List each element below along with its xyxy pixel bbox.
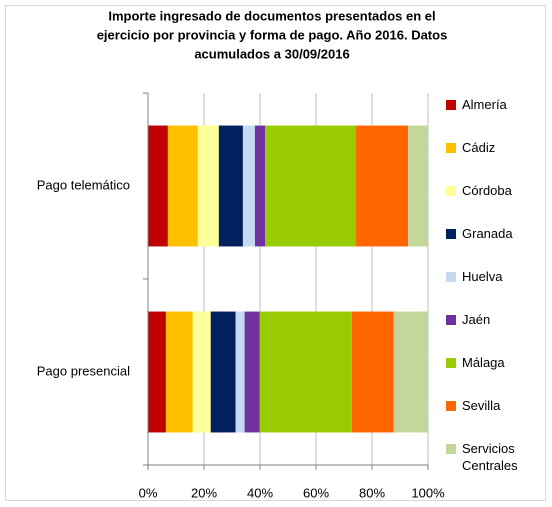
legend-swatch [446, 100, 456, 110]
bar-segment [148, 311, 166, 433]
x-tick-label: 100% [411, 485, 445, 500]
legend-item: Huelva [444, 268, 544, 285]
legend-swatch [446, 229, 456, 239]
chart-title: acumulados a 30/09/2016 [194, 46, 349, 61]
legend-label: Jaén [462, 312, 491, 327]
x-tick-label: 60% [303, 485, 329, 500]
x-tick-label: 20% [191, 485, 217, 500]
bar-segment [265, 125, 357, 247]
bar-segment [165, 311, 193, 433]
bar-segment [393, 311, 428, 433]
legend-label: Granada [462, 226, 513, 241]
legend-swatch [446, 272, 456, 282]
bar-segment [210, 311, 236, 433]
bar-segment [356, 125, 409, 247]
legend-swatch [446, 444, 456, 454]
legend-swatch [446, 358, 456, 368]
bar-segment [235, 311, 245, 433]
legend-item: Sevilla [444, 397, 544, 414]
legend-label: Huelva [462, 269, 503, 284]
x-tick-label: 80% [359, 485, 385, 500]
y-tick-label: Pago telemático [37, 177, 130, 192]
legend-label: Sevilla [462, 398, 501, 413]
legend-swatch [446, 143, 456, 153]
bar-segment [167, 125, 198, 247]
legend-item: Jaén [444, 311, 544, 328]
legend-item: Granada [444, 225, 544, 242]
x-tick-label: 40% [247, 485, 273, 500]
legend-label: Servicios Centrales [462, 441, 518, 473]
legend-item: Málaga [444, 354, 544, 371]
y-tick-label: Pago presencial [37, 363, 130, 378]
legend-item: Almería [444, 96, 544, 113]
x-tick-label: 0% [139, 485, 158, 500]
bar-segment [197, 125, 219, 247]
chart-title: Importe ingresado de documentos presenta… [108, 8, 435, 23]
legend-swatch [446, 186, 456, 196]
legend-item: Córdoba [444, 182, 544, 199]
legend-label: Málaga [462, 355, 505, 370]
legend-swatch [446, 401, 456, 411]
legend-label: Almería [462, 97, 507, 112]
bar-segment [242, 125, 255, 247]
bar-segment [259, 311, 352, 433]
legend-label: Cádiz [462, 140, 496, 155]
legend-swatch [446, 315, 456, 325]
chart-title: ejercicio por provincia y forma de pago.… [97, 27, 448, 42]
legend-label: Córdoba [462, 183, 512, 198]
legend-item: Cádiz [444, 139, 544, 156]
bar-segment [351, 311, 394, 433]
bar-segment [218, 125, 243, 247]
legend-item: Servicios Centrales [444, 440, 544, 474]
bar-segment [192, 311, 211, 433]
bar-segment [148, 125, 168, 247]
bar-segment [408, 125, 428, 247]
bar-segment [254, 125, 266, 247]
bar-segment [244, 311, 260, 433]
